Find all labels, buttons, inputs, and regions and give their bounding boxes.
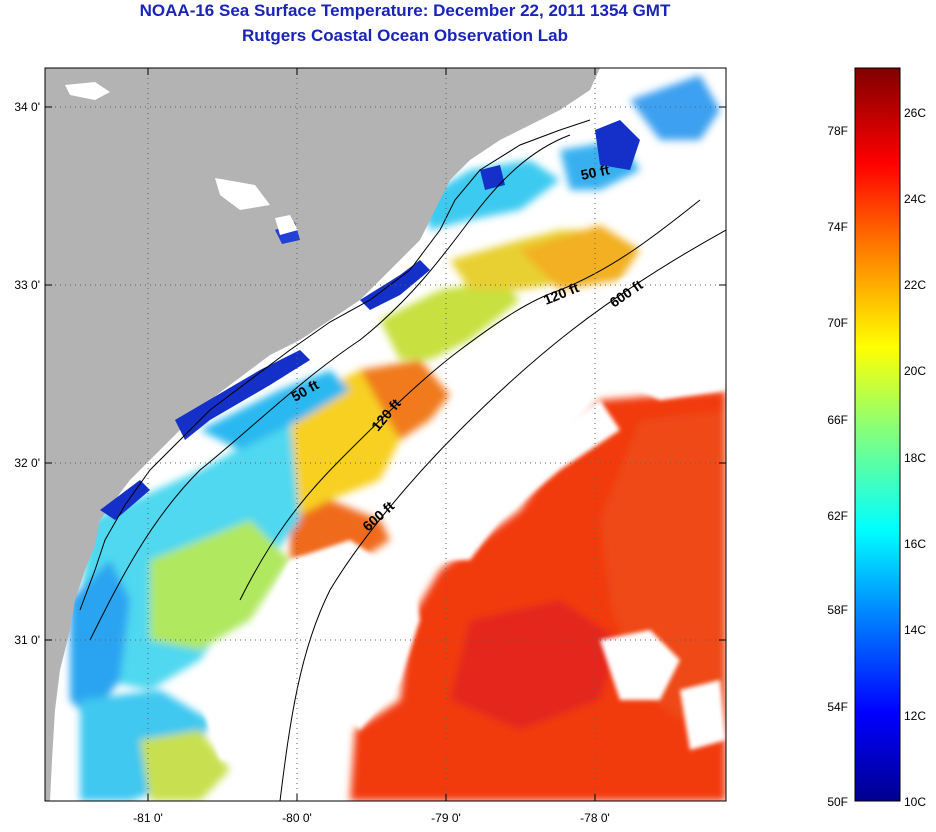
lat-label-33: 33 0'	[14, 278, 40, 292]
contour-120ft	[239, 199, 701, 601]
colorbar-c-labels: 26C 24C 22C 20C 18C 16C 14C 12C 10C	[904, 106, 926, 809]
cb-f-54: 54F	[827, 700, 848, 714]
cb-c-16: 16C	[904, 537, 926, 551]
lat-label-31: 31 0'	[14, 633, 40, 647]
cb-c-18: 18C	[904, 451, 926, 465]
cb-c-12: 12C	[904, 709, 926, 723]
cb-f-58: 58F	[827, 603, 848, 617]
cb-f-62: 62F	[827, 509, 848, 523]
contour-50ft	[89, 134, 571, 641]
graticule	[45, 68, 726, 801]
lat-axis-labels: 34 0' 33 0' 32 0' 31 0'	[14, 100, 40, 647]
lon-axis-labels: -81 0' -80 0' -79 0' -78 0'	[133, 811, 610, 825]
lon-label-81: -81 0'	[133, 811, 163, 825]
lat-label-34: 34 0'	[14, 100, 40, 114]
lon-label-80: -80 0'	[282, 811, 312, 825]
colorbar: 78F 74F 70F 66F 62F 58F 54F 50F 26C 24C …	[827, 67, 926, 809]
map-frame	[44, 67, 727, 802]
contour-label-50ft-north: 50 ft	[579, 161, 611, 183]
land-mass	[45, 68, 600, 801]
cb-f-66: 66F	[827, 413, 848, 427]
cb-c-26: 26C	[904, 106, 926, 120]
cb-f-74: 74F	[827, 220, 848, 234]
cloud-mask	[200, 240, 726, 760]
depth-contours	[79, 119, 726, 801]
coastline-detail	[79, 119, 591, 611]
cb-f-70: 70F	[827, 316, 848, 330]
cb-c-14: 14C	[904, 623, 926, 637]
tick-marks	[45, 68, 726, 801]
map-plot-area: 50 ft 50 ft 120 ft 120 ft 600 ft 600 ft	[45, 68, 726, 801]
chart-title: NOAA-16 Sea Surface Temperature: Decembe…	[139, 1, 671, 20]
contour-600ft	[279, 229, 726, 801]
lon-label-78: -78 0'	[580, 811, 610, 825]
cb-c-24: 24C	[904, 192, 926, 206]
colorbar-f-labels: 78F 74F 70F 66F 62F 58F 54F 50F	[827, 124, 848, 809]
lon-label-79: -79 0'	[431, 811, 461, 825]
colorbar-gradient	[854, 67, 901, 802]
lat-label-32: 32 0'	[14, 456, 40, 470]
cb-f-50: 50F	[827, 795, 848, 809]
cb-f-78: 78F	[827, 124, 848, 138]
cb-c-20: 20C	[904, 364, 926, 378]
chart-subtitle: Rutgers Coastal Ocean Observation Lab	[242, 26, 568, 45]
cb-c-22: 22C	[904, 278, 926, 292]
sst-field	[70, 75, 726, 801]
cb-c-10: 10C	[904, 795, 926, 809]
